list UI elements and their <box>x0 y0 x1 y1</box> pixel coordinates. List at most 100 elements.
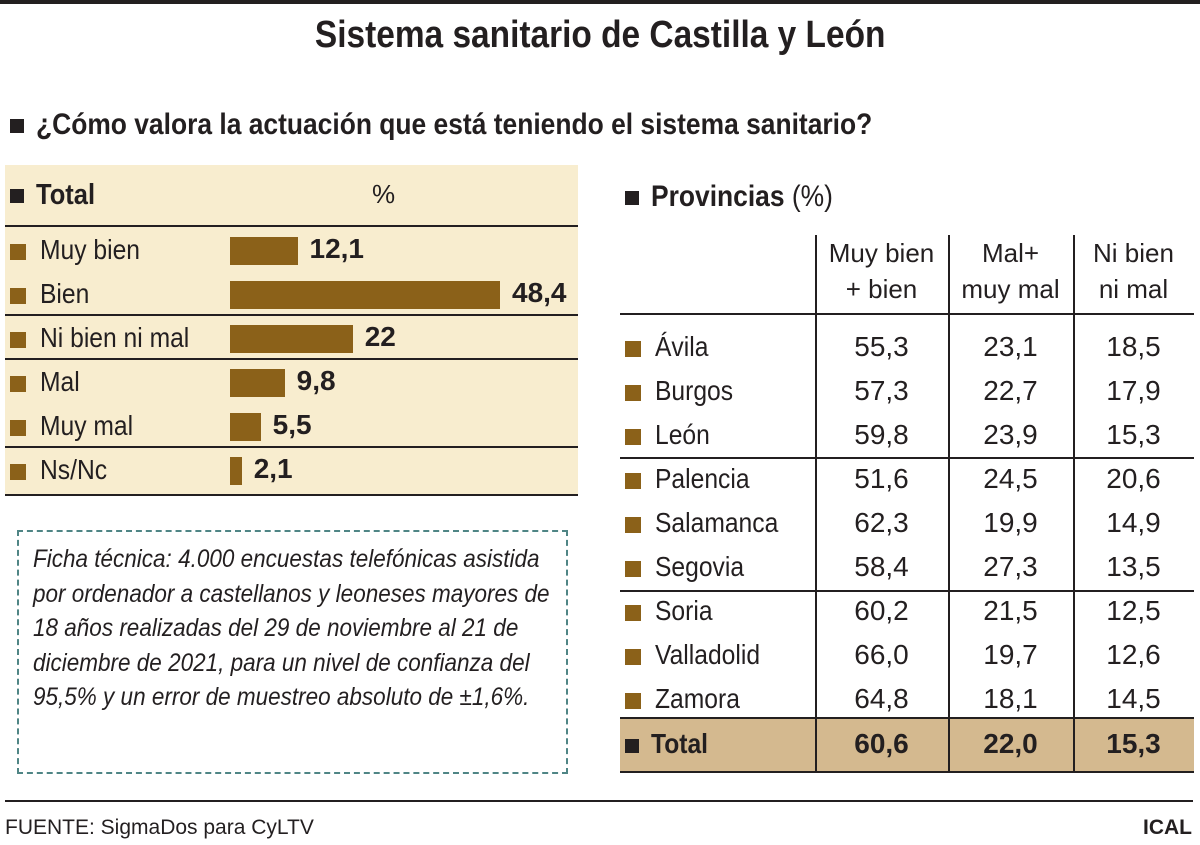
chart-title-text: Total <box>36 179 96 211</box>
row-name: Total <box>625 728 716 760</box>
cell-value: 14,5 <box>1106 683 1161 714</box>
top-rule <box>0 0 1200 4</box>
row-name-text: León <box>655 419 710 450</box>
page-title: Sistema sanitario de Castilla y León <box>0 14 1200 57</box>
column-header-line: muy mal <box>961 274 1060 304</box>
brand-logo: ICAL <box>1143 816 1192 839</box>
table-bottom-rule <box>620 771 1194 773</box>
table-row: Salamanca 62,3 19,9 14,9 <box>620 501 1194 545</box>
bar-label-text: Muy bien <box>40 234 140 265</box>
group-rule <box>620 590 1194 592</box>
table-row: Soria 60,2 21,5 12,5 <box>620 589 1194 633</box>
total-top-rule <box>620 717 1194 719</box>
row-name-text: Salamanca <box>655 507 779 538</box>
provincias-title-text: Provincias <box>651 180 785 213</box>
cell-value: 62,3 <box>854 507 909 538</box>
header-rule <box>620 313 1194 315</box>
cell-value: 24,5 <box>983 463 1038 494</box>
provincias-title: Provincias (%) <box>625 180 858 214</box>
row-name: Soria <box>625 595 720 627</box>
bar-row: Muy mal 5,5 <box>5 405 578 449</box>
bar-label: Ni bien ni mal <box>10 322 210 354</box>
row-name-text: Segovia <box>655 551 745 582</box>
column-header-line: ni mal <box>1098 274 1169 304</box>
cell-value: 23,9 <box>983 419 1038 450</box>
row-name: Segovia <box>625 551 756 583</box>
total-bar-chart: Total % Muy bien 12,1 Bien 48,4 Ni bien ni m… <box>5 165 578 496</box>
ficha-tecnica: Ficha técnica: 4.000 encuestas telefónic… <box>17 530 568 774</box>
provincias-unit: (%) <box>791 180 833 213</box>
table-row: Palencia 51,6 24,5 20,6 <box>620 457 1194 501</box>
bar <box>230 325 353 353</box>
column-divider <box>948 235 950 773</box>
square-bullet-icon <box>10 119 24 134</box>
bar-label-text: Mal <box>40 366 80 397</box>
bar-value-label: 12,1 <box>309 233 365 264</box>
cell-value: 21,5 <box>983 595 1038 626</box>
bar-row: Bien 48,4 <box>5 273 578 317</box>
row-separator <box>5 314 578 316</box>
square-bullet-icon <box>625 604 641 621</box>
row-name-text: Ávila <box>655 331 709 362</box>
square-bullet-icon <box>10 243 26 260</box>
cell-value: 19,9 <box>983 507 1038 538</box>
chart-title: Total <box>10 179 103 212</box>
bar-row: Ns/Nc 2,1 <box>5 449 578 493</box>
square-bullet-icon <box>625 738 639 753</box>
column-header-line: Mal+ <box>981 238 1040 268</box>
cell-value: 13,5 <box>1106 551 1161 582</box>
cell-value: 58,4 <box>854 551 909 582</box>
square-bullet-icon <box>625 648 641 665</box>
bar-row: Muy bien 12,1 <box>5 229 578 273</box>
column-divider <box>1073 235 1075 773</box>
cell-value: 15,3 <box>1106 419 1161 450</box>
square-bullet-icon <box>10 331 26 348</box>
cell-value: 60,2 <box>854 595 909 626</box>
square-bullet-icon <box>625 472 641 489</box>
square-bullet-icon <box>10 287 26 304</box>
row-name-text: Zamora <box>655 683 740 714</box>
column-header-line: Muy bien <box>828 238 935 268</box>
column-header-line: + bien <box>845 274 918 304</box>
provincias-table: Muy bien + bien Mal+ muy mal Ni bien ni mal Áv… <box>620 235 1194 773</box>
column-header: Mal+ muy mal <box>948 235 1073 307</box>
bar-label-text: Ni bien ni mal <box>40 322 190 353</box>
square-bullet-icon <box>625 428 641 445</box>
square-bullet-icon <box>10 189 24 204</box>
row-name-text: Total <box>651 728 709 759</box>
source-text: FUENTE: SigmaDos para CyLTV <box>5 816 314 839</box>
bottom-separator <box>5 494 578 496</box>
square-bullet-icon <box>625 384 641 401</box>
cell-value: 12,5 <box>1106 595 1161 626</box>
bar-label: Ns/Nc <box>10 454 116 486</box>
table-row: Burgos 57,3 22,7 17,9 <box>620 369 1194 413</box>
row-name-text: Burgos <box>655 375 734 406</box>
cell-value: 64,8 <box>854 683 909 714</box>
column-header: Ni bien ni mal <box>1073 235 1194 307</box>
row-name: Zamora <box>625 683 751 715</box>
bar-label: Muy mal <box>10 410 146 442</box>
bar-value-label: 5,5 <box>272 409 312 440</box>
cell-value: 17,9 <box>1106 375 1161 406</box>
bar <box>230 281 500 309</box>
row-name: Salamanca <box>625 507 795 539</box>
square-bullet-icon <box>625 191 639 206</box>
row-name-text: Palencia <box>655 463 750 494</box>
bar-row: Mal 9,8 <box>5 361 578 405</box>
question-text: ¿Cómo valora la actuación que está tenie… <box>36 108 873 141</box>
row-separator <box>5 446 578 448</box>
bottom-rule <box>5 800 1193 802</box>
square-bullet-icon <box>10 375 26 392</box>
cell-value: 19,7 <box>983 639 1038 670</box>
cell-value: 59,8 <box>854 419 909 450</box>
column-header: Muy bien + bien <box>815 235 948 307</box>
chart-unit: % <box>372 179 396 209</box>
bar-label: Muy bien <box>10 234 154 266</box>
bar-label: Bien <box>10 278 96 310</box>
row-separator <box>5 358 578 360</box>
cell-value: 14,9 <box>1106 507 1161 538</box>
square-bullet-icon <box>10 463 26 480</box>
column-divider <box>815 235 817 773</box>
bar <box>230 413 261 441</box>
table-row: Valladolid 66,0 19,7 12,6 <box>620 633 1194 677</box>
